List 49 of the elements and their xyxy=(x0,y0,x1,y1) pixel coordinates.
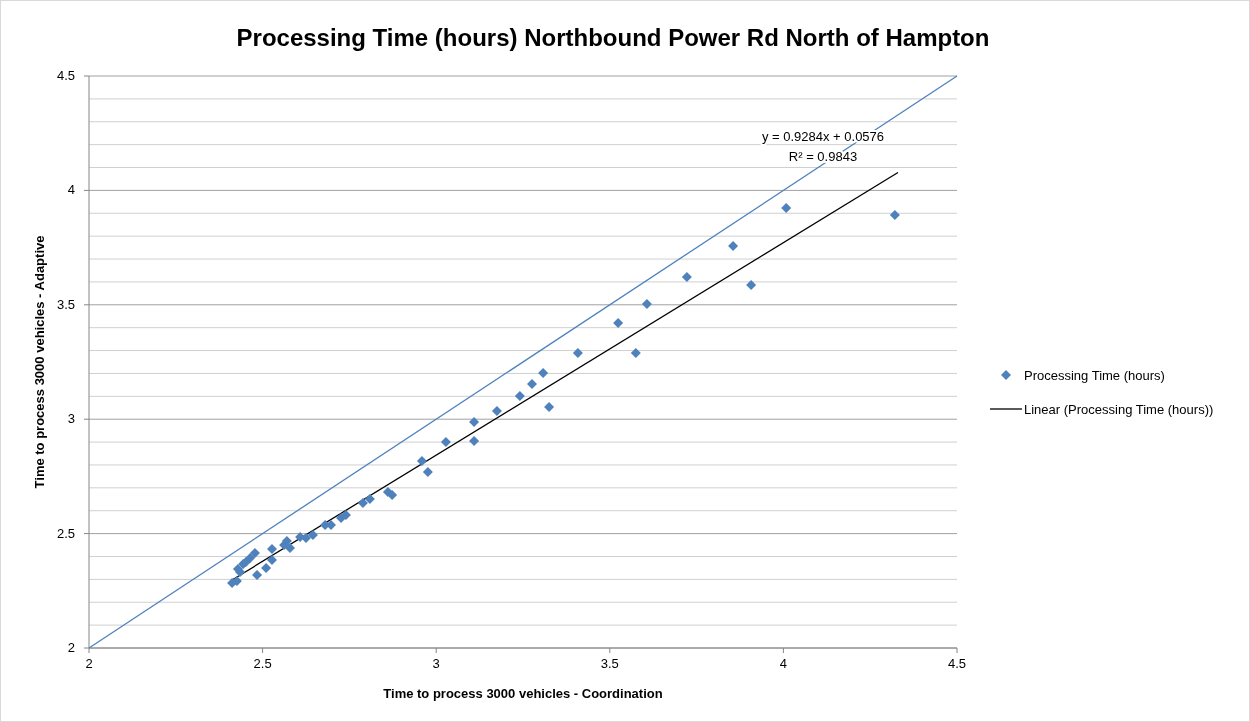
point xyxy=(630,348,641,359)
point xyxy=(728,241,739,251)
x-tick-label: 4.5 xyxy=(947,656,967,671)
point xyxy=(572,348,583,359)
chart-title: Processing Time (hours) Northbound Power Rd North of Hampton xyxy=(236,24,990,51)
x-tick-label: 3 xyxy=(432,656,440,671)
point xyxy=(641,299,652,310)
point xyxy=(422,467,433,478)
y-tick-label: 4 xyxy=(67,182,75,198)
point xyxy=(527,378,538,389)
point xyxy=(301,532,311,543)
legend-label: Processing Time (hours) xyxy=(1024,368,1165,383)
x-tick-label: 4 xyxy=(779,656,788,671)
point xyxy=(746,279,757,290)
point xyxy=(544,402,555,413)
point xyxy=(266,543,277,554)
x-tick-label: 3.5 xyxy=(600,656,619,671)
point xyxy=(249,548,260,559)
point xyxy=(387,489,398,500)
x-tick-label: 2 xyxy=(85,656,93,671)
point xyxy=(613,318,624,329)
y-tick-label: 3 xyxy=(67,411,75,427)
point xyxy=(261,562,272,573)
point xyxy=(252,570,263,581)
point xyxy=(440,437,451,448)
point xyxy=(281,535,292,546)
y-axis-title: Time to process 3000 vehicles - Adaptive xyxy=(32,235,47,489)
point xyxy=(538,367,549,378)
x-tick-label: 2.5 xyxy=(253,656,272,671)
point xyxy=(681,272,692,283)
point xyxy=(357,497,368,508)
point xyxy=(416,456,427,467)
point xyxy=(266,554,277,565)
point xyxy=(307,529,318,540)
point xyxy=(285,543,296,554)
y-tick-label: 2 xyxy=(67,640,75,655)
point xyxy=(514,391,525,402)
point xyxy=(469,416,480,427)
y-tick-label: 3.5 xyxy=(56,296,75,312)
point xyxy=(364,494,375,505)
point xyxy=(245,553,256,564)
y-tick-label: 4.5 xyxy=(56,68,75,83)
point xyxy=(889,210,900,221)
point xyxy=(491,405,502,416)
x-axis-title: Time to process 3000 vehicles - Coordination xyxy=(383,686,663,701)
legend-label: Linear (Processing Time (hours)) xyxy=(1024,402,1214,417)
point xyxy=(781,203,792,214)
point xyxy=(469,435,480,446)
y-tick-label: 2.5 xyxy=(56,525,75,541)
